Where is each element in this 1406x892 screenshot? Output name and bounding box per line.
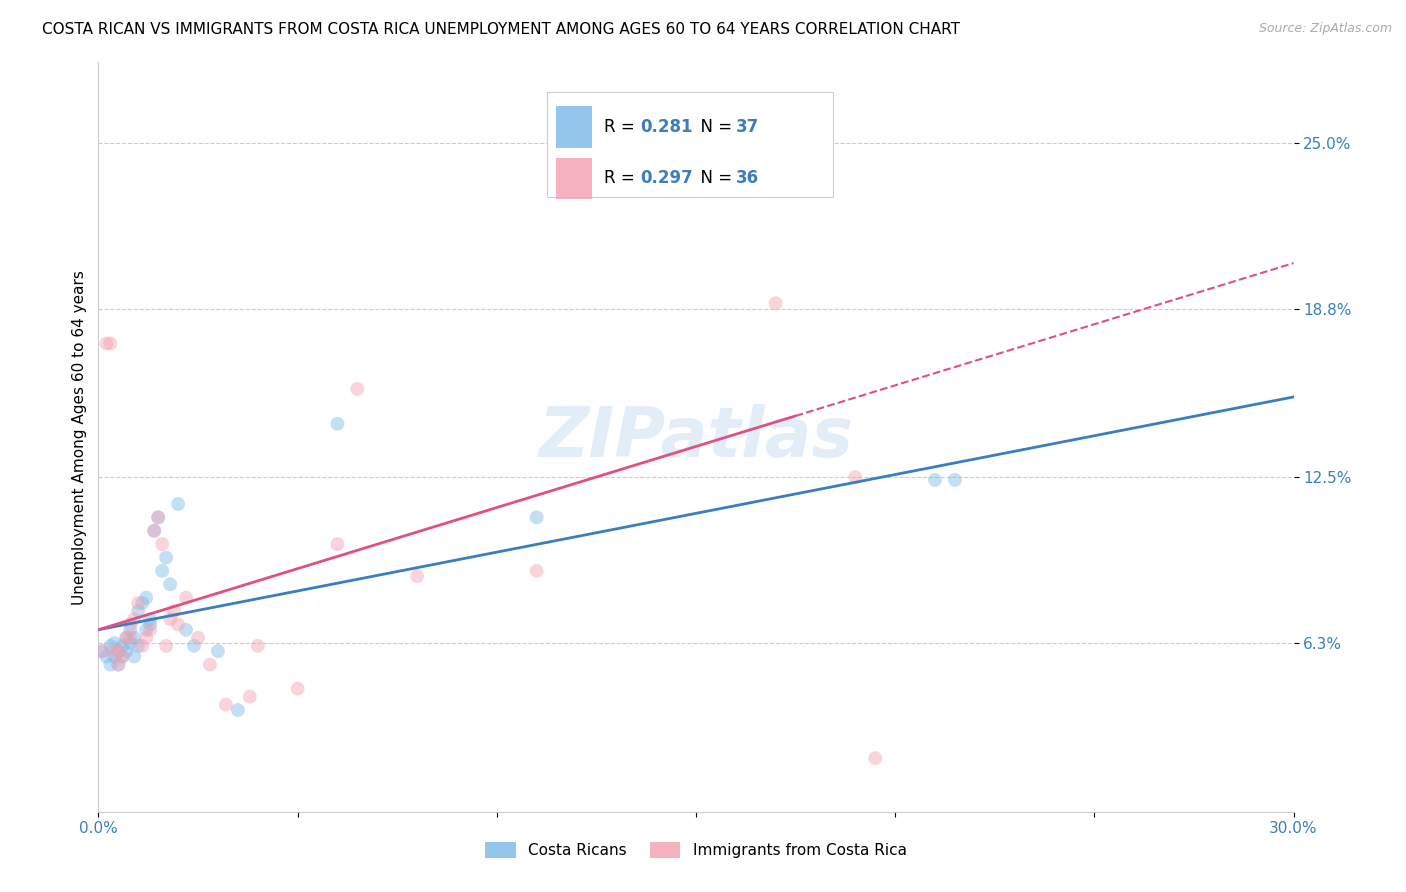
Text: R =: R =: [605, 169, 640, 187]
Point: [103, 649, 125, 664]
Point: [865, 751, 887, 765]
Text: 37: 37: [735, 118, 759, 136]
Point: [139, 623, 162, 637]
Point: [107, 657, 129, 672]
Point: [127, 596, 149, 610]
Text: COSTA RICAN VS IMMIGRANTS FROM COSTA RICA UNEMPLOYMENT AMONG AGES 60 TO 64 YEARS: COSTA RICAN VS IMMIGRANTS FROM COSTA RIC…: [42, 22, 960, 37]
Point: [844, 470, 866, 484]
Text: 36: 36: [735, 169, 758, 187]
Point: [107, 644, 129, 658]
Point: [135, 631, 157, 645]
Point: [107, 657, 129, 672]
Point: [943, 473, 966, 487]
Point: [183, 639, 205, 653]
Point: [124, 612, 146, 626]
Point: [150, 564, 173, 578]
Point: [239, 690, 262, 704]
Text: 0.297: 0.297: [640, 169, 693, 187]
Point: [115, 644, 138, 658]
Point: [111, 649, 134, 664]
Point: [120, 617, 142, 632]
Point: [115, 631, 138, 645]
Point: [167, 497, 190, 511]
Y-axis label: Unemployment Among Ages 60 to 64 years: Unemployment Among Ages 60 to 64 years: [72, 269, 87, 605]
Point: [120, 631, 142, 645]
Point: [174, 623, 197, 637]
Point: [111, 639, 134, 653]
Point: [155, 639, 177, 653]
Point: [287, 681, 309, 696]
Point: [111, 649, 134, 664]
Point: [103, 636, 125, 650]
Point: [96, 336, 118, 351]
Point: [159, 577, 181, 591]
Point: [135, 591, 157, 605]
Point: [526, 510, 548, 524]
Point: [346, 382, 368, 396]
Bar: [557, 106, 592, 148]
Point: [135, 623, 157, 637]
Point: [127, 639, 149, 653]
Point: [115, 631, 138, 645]
Point: [215, 698, 238, 712]
Point: [139, 612, 162, 626]
Text: R =: R =: [605, 118, 640, 136]
Point: [131, 639, 153, 653]
Point: [163, 604, 186, 618]
Point: [167, 617, 190, 632]
Point: [226, 703, 249, 717]
Point: [155, 550, 177, 565]
Point: [207, 644, 229, 658]
Point: [103, 644, 125, 658]
Point: [124, 649, 146, 664]
Point: [406, 569, 429, 583]
Legend: Costa Ricans, Immigrants from Costa Rica: Costa Ricans, Immigrants from Costa Rica: [479, 836, 912, 864]
Point: [174, 591, 197, 605]
Point: [139, 617, 162, 632]
Point: [924, 473, 946, 487]
Text: ZIPatlas: ZIPatlas: [538, 403, 853, 471]
Point: [326, 417, 349, 431]
Bar: [557, 158, 592, 199]
Point: [127, 604, 149, 618]
Point: [143, 524, 166, 538]
Point: [120, 623, 142, 637]
Text: Source: ZipAtlas.com: Source: ZipAtlas.com: [1258, 22, 1392, 36]
Text: N =: N =: [690, 118, 737, 136]
Point: [124, 631, 146, 645]
Point: [91, 644, 114, 658]
Point: [159, 612, 181, 626]
Point: [98, 639, 122, 653]
Point: [765, 296, 787, 310]
Point: [526, 564, 548, 578]
Point: [326, 537, 349, 551]
Point: [187, 631, 209, 645]
Point: [148, 510, 170, 524]
Point: [91, 644, 114, 658]
Point: [150, 537, 173, 551]
Point: [120, 636, 142, 650]
Point: [246, 639, 269, 653]
Point: [96, 649, 118, 664]
Point: [98, 657, 122, 672]
Point: [198, 657, 221, 672]
Text: N =: N =: [690, 169, 737, 187]
Text: 0.281: 0.281: [640, 118, 692, 136]
Point: [98, 336, 122, 351]
Point: [148, 510, 170, 524]
Point: [131, 596, 153, 610]
Bar: [547, 93, 834, 197]
Point: [143, 524, 166, 538]
Point: [107, 644, 129, 658]
